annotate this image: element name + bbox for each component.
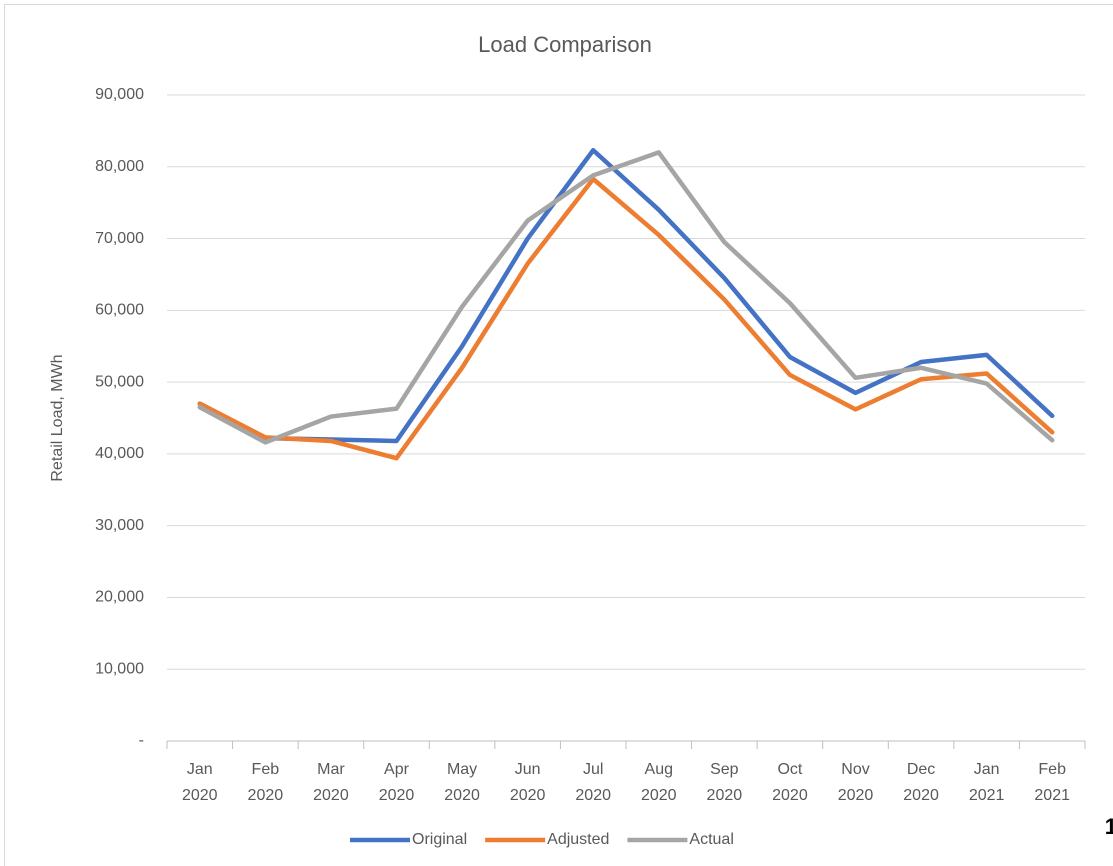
y-tick-label: 20,000	[95, 589, 144, 606]
x-tick-label: Feb 2020	[247, 761, 284, 804]
chart-title: Load Comparison	[478, 32, 652, 57]
y-tick-label: -	[139, 732, 144, 749]
x-tick-label: Nov 2020	[837, 761, 874, 804]
x-tick-label: Apr 2020	[378, 761, 415, 804]
x-tick-label: Aug 2020	[640, 761, 677, 804]
y-tick-label: 50,000	[95, 373, 144, 390]
legend-label: Actual	[689, 831, 733, 848]
x-tick-label: Jun 2020	[509, 761, 546, 804]
chart-border	[4, 4, 1113, 866]
series-line	[197, 176, 1055, 461]
y-tick-label: 70,000	[95, 230, 144, 247]
x-tick-label: May 2020	[444, 761, 480, 804]
x-tick-label: Dec 2020	[903, 761, 939, 804]
x-tick-label: Mar 2020	[313, 761, 349, 804]
x-tick-label: Jan 2021	[968, 761, 1005, 804]
y-axis-title: Retail Load, MWh	[49, 354, 66, 481]
y-tick-label: 30,000	[95, 517, 144, 534]
y-tick-label: 10,000	[95, 660, 144, 677]
legend-label: Original	[412, 831, 467, 848]
y-tick-label: 90,000	[95, 86, 144, 103]
x-tick-label: Jul 2020	[575, 761, 611, 804]
legend-label: Adjusted	[547, 831, 609, 848]
y-tick-label: 80,000	[95, 158, 144, 175]
x-tick-label: Jan 2020	[181, 761, 218, 804]
y-tick-label: 60,000	[95, 302, 144, 319]
x-tick-label: Oct 2020	[772, 761, 808, 804]
x-tick-label: Sep 2020	[706, 761, 743, 804]
page-number: 1	[1104, 814, 1113, 839]
x-tick-label: Feb 2021	[1034, 761, 1070, 804]
series-line	[197, 150, 1055, 445]
y-tick-label: 40,000	[95, 445, 144, 462]
